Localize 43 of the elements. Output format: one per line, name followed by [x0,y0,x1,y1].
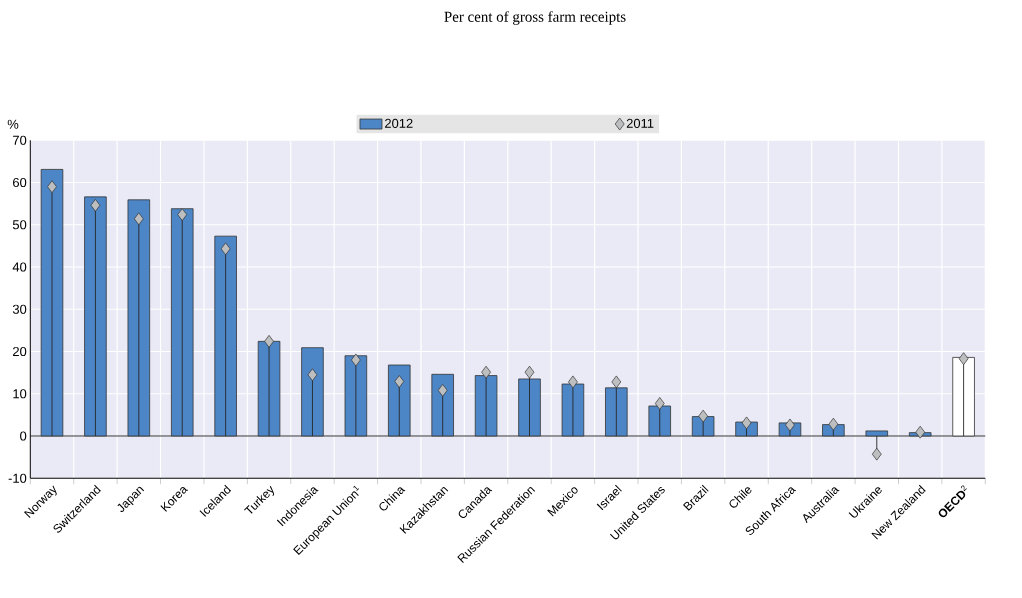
point [264,335,274,348]
chart-subtitle: Per cent of gross farm receipts [444,11,626,25]
bar [388,364,411,437]
point [133,212,144,226]
y-tick-label: 10 [13,389,27,399]
y-tick-label: 60 [13,177,27,188]
y-tick-label: 20 [13,346,27,357]
point [871,447,882,461]
point [915,425,926,439]
point [437,384,448,397]
legend-label: 2012 [385,118,413,128]
point [654,397,665,410]
bar [127,199,151,437]
point [394,375,405,388]
point [524,365,535,379]
point [351,353,361,367]
y-tick-label: 50 [12,220,27,230]
point [47,180,57,194]
point [741,416,752,430]
bar [170,208,194,437]
point [611,375,622,389]
point [177,208,188,221]
point [220,242,231,256]
bar [84,196,107,437]
point [307,368,318,382]
point [785,418,795,432]
point [90,198,101,212]
point [481,365,491,379]
y-tick-label: 30 [12,304,27,314]
bar [301,347,324,437]
y-axis-title: % [7,119,19,129]
bar [431,373,454,437]
legend-label: 2011 [626,118,654,128]
y-tick-label: 70 [13,135,27,145]
point [698,409,708,423]
y-tick-label: 40 [12,262,27,272]
bar [214,235,237,437]
y-tick-label: -10 [8,473,27,483]
bar [40,169,64,437]
point [828,417,839,431]
point [958,352,969,366]
bar [865,430,889,437]
y-tick-label: 0 [20,431,27,441]
